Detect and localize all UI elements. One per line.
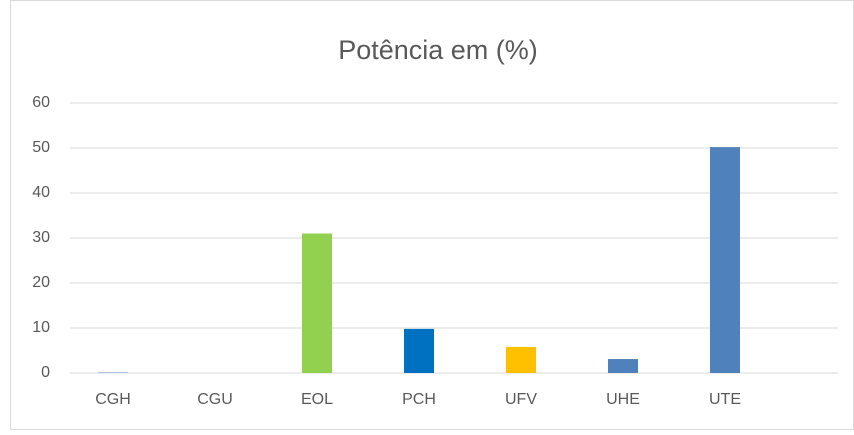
x-tick-label: PCH — [402, 391, 436, 408]
bar — [404, 329, 434, 373]
x-tick-label: UHE — [606, 391, 640, 408]
bar — [608, 359, 638, 373]
x-tick-label: CGU — [197, 391, 233, 408]
x-tick-label: UFV — [505, 391, 537, 408]
y-tick-label: 0 — [41, 364, 50, 381]
bar — [710, 147, 740, 373]
chart-title: Potência em (%) — [338, 35, 538, 65]
x-tick-label: EOL — [301, 391, 333, 408]
y-tick-label: 50 — [32, 139, 50, 156]
y-tick-label: 10 — [32, 319, 50, 336]
bar — [506, 347, 536, 373]
y-tick-label: 30 — [32, 229, 50, 246]
x-tick-label: CGH — [95, 391, 131, 408]
bar — [302, 234, 332, 374]
y-tick-label: 60 — [32, 94, 50, 111]
x-tick-label: UTE — [709, 391, 741, 408]
y-tick-label: 20 — [32, 274, 50, 291]
y-tick-label: 40 — [32, 184, 50, 201]
